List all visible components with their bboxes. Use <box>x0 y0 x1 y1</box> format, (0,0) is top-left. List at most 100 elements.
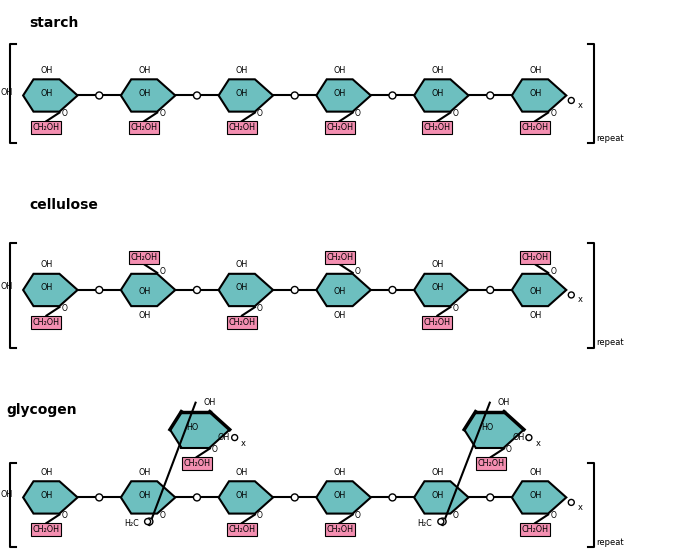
Text: O: O <box>452 511 458 520</box>
Text: OH: OH <box>218 433 230 442</box>
Polygon shape <box>512 79 566 112</box>
Text: OH: OH <box>498 398 510 407</box>
Text: OH: OH <box>529 311 541 320</box>
Text: OH: OH <box>431 89 443 98</box>
Circle shape <box>291 494 298 501</box>
Circle shape <box>568 292 574 298</box>
Text: OH: OH <box>138 66 150 75</box>
Text: O: O <box>452 109 458 118</box>
Text: x: x <box>535 439 540 448</box>
Circle shape <box>291 92 298 99</box>
FancyBboxPatch shape <box>31 316 61 329</box>
Text: O: O <box>62 109 67 118</box>
Circle shape <box>96 494 103 501</box>
Text: OH: OH <box>529 491 541 500</box>
Text: OH: OH <box>236 89 248 98</box>
Polygon shape <box>316 274 371 306</box>
FancyBboxPatch shape <box>31 523 61 536</box>
FancyBboxPatch shape <box>422 316 452 329</box>
Circle shape <box>487 286 494 294</box>
Text: CH₂OH: CH₂OH <box>130 123 158 132</box>
Text: CH₂OH: CH₂OH <box>326 123 353 132</box>
Text: CH₂OH: CH₂OH <box>33 525 60 534</box>
Text: OH: OH <box>333 491 346 500</box>
Text: OH: OH <box>40 89 52 98</box>
Text: O: O <box>62 511 67 520</box>
Text: OH: OH <box>138 89 150 98</box>
Polygon shape <box>23 481 77 514</box>
Text: HO: HO <box>187 423 199 432</box>
Text: OH: OH <box>512 433 524 442</box>
Text: x: x <box>241 439 246 448</box>
FancyBboxPatch shape <box>325 121 354 134</box>
Polygon shape <box>23 79 77 112</box>
Text: OH: OH <box>138 491 150 500</box>
Circle shape <box>439 518 446 525</box>
Text: O: O <box>506 445 512 454</box>
Text: OH: OH <box>236 66 248 75</box>
Text: OH: OH <box>529 89 541 98</box>
FancyBboxPatch shape <box>31 121 61 134</box>
Text: O: O <box>257 511 263 520</box>
Polygon shape <box>121 274 175 306</box>
Polygon shape <box>414 481 469 514</box>
Circle shape <box>487 494 494 501</box>
Polygon shape <box>414 79 469 112</box>
FancyBboxPatch shape <box>520 252 550 264</box>
FancyBboxPatch shape <box>520 121 550 134</box>
Text: starch: starch <box>30 16 79 30</box>
Polygon shape <box>316 79 371 112</box>
FancyBboxPatch shape <box>182 457 212 470</box>
Text: OH: OH <box>431 491 443 500</box>
Text: OH: OH <box>333 66 346 75</box>
Text: O: O <box>354 511 361 520</box>
Text: CH₂OH: CH₂OH <box>521 253 549 263</box>
Text: O: O <box>550 109 556 118</box>
Text: OH: OH <box>40 260 52 269</box>
Text: O: O <box>159 511 165 520</box>
Text: OH: OH <box>40 284 52 293</box>
Circle shape <box>389 286 396 294</box>
Circle shape <box>96 286 103 294</box>
Text: repeat: repeat <box>596 338 624 347</box>
Text: x: x <box>578 295 583 305</box>
FancyBboxPatch shape <box>227 316 257 329</box>
Text: O: O <box>159 268 165 276</box>
Text: OH: OH <box>529 288 541 296</box>
Text: OH: OH <box>236 491 248 500</box>
FancyBboxPatch shape <box>129 252 159 264</box>
Text: CH₂OH: CH₂OH <box>33 317 60 326</box>
Text: OH: OH <box>40 468 52 477</box>
FancyBboxPatch shape <box>325 252 354 264</box>
Text: x: x <box>578 101 583 110</box>
Text: OH: OH <box>333 468 346 477</box>
Polygon shape <box>219 274 273 306</box>
Text: O: O <box>354 109 361 118</box>
Text: OH: OH <box>431 468 443 477</box>
Text: CH₂OH: CH₂OH <box>228 525 255 534</box>
Text: x: x <box>578 503 583 512</box>
Text: OH: OH <box>40 491 52 500</box>
Polygon shape <box>464 412 524 448</box>
Text: CH₂OH: CH₂OH <box>33 123 60 132</box>
Text: OH: OH <box>1 88 13 97</box>
Circle shape <box>568 499 574 505</box>
Text: CH₂OH: CH₂OH <box>424 123 451 132</box>
Text: O: O <box>62 304 67 312</box>
Text: CH₂OH: CH₂OH <box>477 459 504 468</box>
Text: OH: OH <box>204 398 216 407</box>
FancyBboxPatch shape <box>227 523 257 536</box>
Circle shape <box>194 286 200 294</box>
FancyBboxPatch shape <box>325 523 354 536</box>
Text: OH: OH <box>236 284 248 293</box>
Text: OH: OH <box>138 468 150 477</box>
Circle shape <box>487 92 494 99</box>
Text: CH₂OH: CH₂OH <box>521 123 549 132</box>
Text: OH: OH <box>333 311 346 320</box>
Circle shape <box>389 92 396 99</box>
FancyBboxPatch shape <box>422 121 452 134</box>
Text: CH₂OH: CH₂OH <box>521 525 549 534</box>
Text: repeat: repeat <box>596 134 624 143</box>
Text: HO: HO <box>481 423 493 432</box>
FancyBboxPatch shape <box>227 121 257 134</box>
